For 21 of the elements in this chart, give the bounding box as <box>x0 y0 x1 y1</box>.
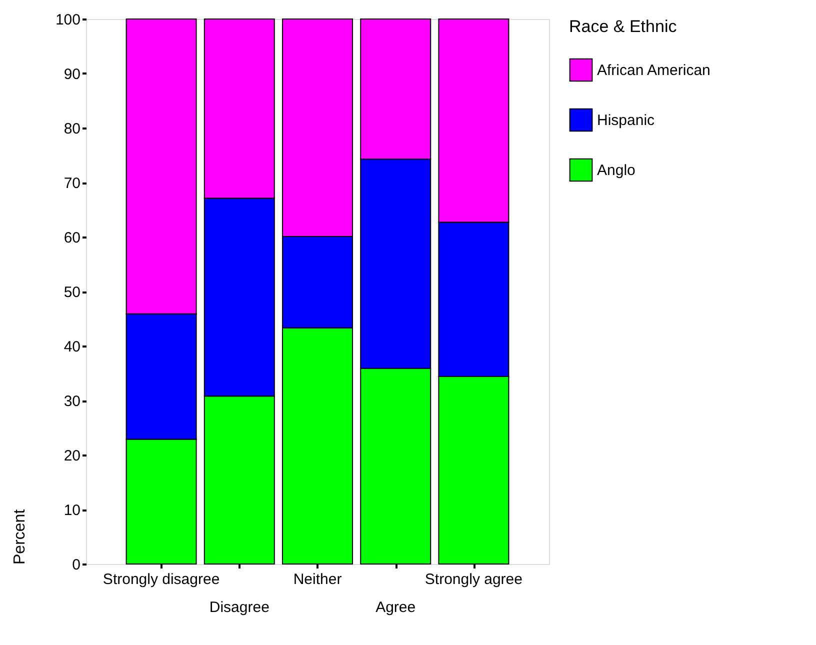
y-tick-label: 50 <box>64 284 80 301</box>
y-tick-label: 30 <box>64 393 80 410</box>
y-tick-label: 20 <box>64 448 80 464</box>
x-tick-label: Agree <box>376 599 416 616</box>
x-tick-label: Disagree <box>209 599 270 616</box>
y-tick-label: 40 <box>64 338 80 356</box>
y-tick-label: 10 <box>64 502 80 519</box>
y-axis-title: Percent <box>11 508 28 564</box>
x-tick-label: Neither <box>293 571 342 588</box>
legend-label: Hispanic <box>597 112 656 129</box>
y-tick-label: 80 <box>64 120 80 138</box>
y-tick-label: 100 <box>55 12 80 28</box>
x-tick-label: Strongly agree <box>424 571 522 588</box>
legend-label: Anglo <box>597 162 636 179</box>
x-tick-label: Strongly disagree <box>102 571 220 588</box>
legend-label: African American <box>597 62 710 79</box>
legend-title: Race & Ethnic <box>569 17 678 36</box>
y-tick-label: 0 <box>72 556 80 574</box>
y-tick-label: 90 <box>64 66 80 83</box>
y-tick-label: 60 <box>64 230 80 246</box>
y-tick-label: 70 <box>64 175 80 192</box>
